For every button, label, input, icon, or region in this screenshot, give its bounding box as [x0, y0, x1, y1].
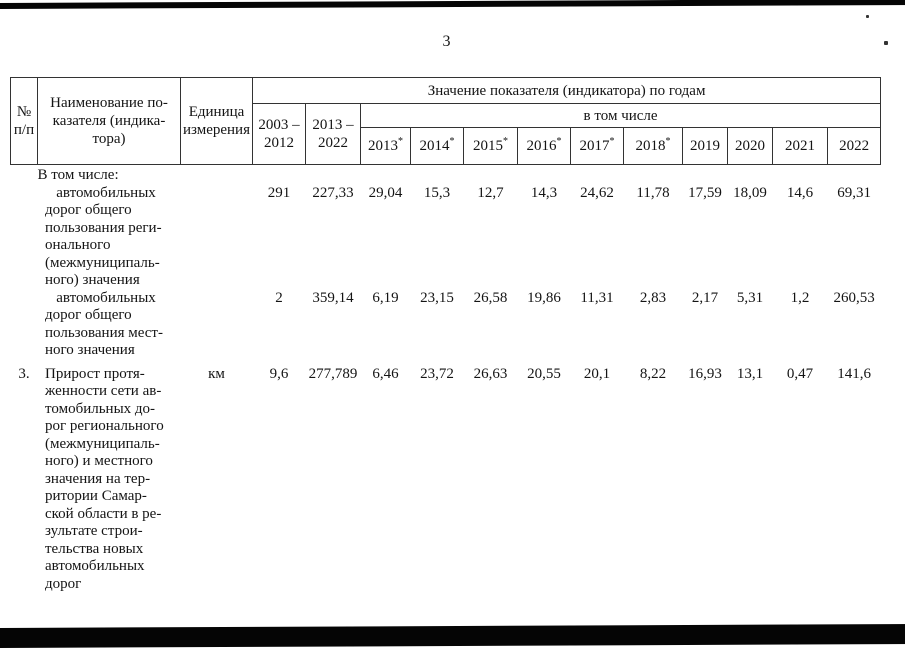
header-row-2: 2003 – 2012 2013 – 2022 в том числе: [11, 103, 882, 165]
header-cell-unit: Единица измерения: [180, 77, 253, 165]
header-cell-name: Наименование по- казателя (индика- тора): [37, 77, 181, 165]
header-row-1: № п/п Наименование по- казателя (индика-…: [10, 77, 882, 165]
indicator-name: автомобильных дорог общего пользования м…: [45, 289, 163, 359]
header-year-2017: 2017*: [570, 127, 624, 165]
value-cell: 359,14: [312, 289, 354, 306]
table-row-local-roads: автомобильных дорог общего пользования м…: [11, 290, 881, 360]
footnote-asterisk: *: [503, 136, 508, 147]
header-year-2015: 2015*: [463, 127, 518, 165]
value-cell: 24,62: [580, 185, 614, 201]
value-cell: 141,6: [837, 365, 871, 382]
value-cell: 260,53: [833, 289, 875, 306]
page-number: 3: [442, 33, 451, 50]
value-cell: 2,83: [639, 289, 667, 306]
header-year-2013: 2013*: [360, 127, 411, 165]
value-cell: 14,3: [530, 185, 558, 201]
header-year-2016: 2016*: [517, 127, 571, 165]
row-number: [11, 165, 38, 290]
row-number: [11, 290, 38, 360]
row-number: 3.: [18, 365, 30, 382]
value-cell: 16,93: [688, 365, 722, 382]
indicator-name: Прирост протя- женности сети ав- томобил…: [45, 365, 164, 592]
value-cell: 23,15: [420, 289, 454, 306]
value-cell: 2: [275, 289, 283, 306]
value-cell: 6,46: [372, 365, 399, 382]
value-cell: 5,31: [736, 289, 764, 306]
value-cell: 291: [267, 185, 291, 201]
value-cell: 2,17: [691, 289, 719, 306]
footnote-asterisk: *: [609, 136, 615, 147]
header-cell-subgroup: в том числе: [359, 103, 882, 128]
value-cell: 29,04: [368, 185, 403, 201]
scan-speck: [866, 15, 869, 18]
header-cell-period-2003-2012: 2003 – 2012: [252, 103, 306, 165]
unit-value: км: [208, 365, 225, 382]
value-cell: 13,1: [736, 365, 764, 382]
table-row-road-growth: 3. Прирост протя- женности сети ав- томо…: [11, 360, 881, 594]
value-cell: 26,58: [473, 289, 508, 306]
header-cell-values-group: Значение показателя (индикатора) по года…: [251, 77, 882, 104]
unit-value: [181, 165, 253, 290]
indicator-name: В том числе: автомобильных дорог общего …: [37, 167, 162, 288]
value-cell: 69,31: [837, 185, 871, 201]
value-cell: 26,63: [473, 365, 508, 382]
value-cell: 12,7: [477, 185, 504, 201]
value-cell: 1,2: [790, 289, 810, 306]
value-cell: 6,19: [372, 289, 399, 306]
value-cell: 0,47: [786, 365, 814, 382]
value-cell: 11,78: [636, 185, 670, 201]
footnote-asterisk: *: [449, 136, 455, 147]
unit-value: [181, 290, 253, 360]
scan-speck: [884, 41, 888, 45]
header-row-years: 2013* 2014* 2015* 2016* 2017* 2018* 2019…: [11, 127, 882, 165]
header-cell-num: № п/п: [10, 77, 38, 165]
value-cell: 15,3: [423, 185, 451, 201]
header-year-2020: 2020: [727, 127, 773, 165]
header-year-2019: 2019: [682, 127, 728, 165]
value-cell: 18,09: [733, 185, 767, 201]
value-cell: 20,1: [583, 365, 611, 382]
footnote-asterisk: *: [665, 136, 671, 147]
header-year-2018: 2018*: [623, 127, 683, 165]
header-cell-period-2013-2022: 2013 – 2022: [305, 103, 361, 165]
scan-edge-bottom: [0, 623, 905, 648]
scan-edge-top: [0, 0, 905, 10]
header-year-2021: 2021: [772, 127, 828, 165]
value-cell: 14,6: [786, 185, 814, 201]
footnote-asterisk: *: [398, 136, 403, 147]
indicators-table: № п/п Наименование по- казателя (индика-…: [10, 77, 882, 594]
value-cell: 9,6: [269, 365, 289, 382]
header-year-2014: 2014*: [410, 127, 464, 165]
value-cell: 8,22: [639, 365, 667, 382]
value-cell: 23,72: [420, 365, 454, 382]
value-cell: 19,86: [527, 289, 561, 306]
header-year-2022: 2022: [826, 127, 882, 165]
value-cell: 277,789: [308, 365, 358, 382]
value-cell: 227,33: [312, 185, 354, 201]
value-cell: 17,59: [688, 185, 722, 201]
value-cell: 11,31: [580, 289, 614, 306]
table-row-regional-roads: В том числе: автомобильных дорог общего …: [11, 165, 881, 290]
footnote-asterisk: *: [556, 136, 562, 147]
value-cell: 20,55: [527, 365, 561, 382]
